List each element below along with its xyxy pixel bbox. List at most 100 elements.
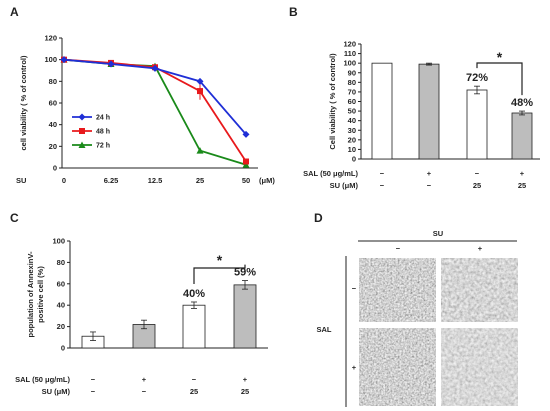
chart-a-line-48h [63, 58, 247, 162]
chart-b-y-tick-label: 90 [348, 68, 356, 77]
chart-a-legend-label: 48 h [96, 129, 110, 136]
chart-a-legend-marker [78, 113, 86, 121]
chart-b-y-title: Cell viability ( % of control) [328, 53, 337, 150]
chart-b-significance-star: * [497, 49, 503, 65]
chart-a-x-tick-label: 25 [196, 176, 204, 185]
chart-a-y-tick-label: 40 [49, 120, 57, 129]
chart-c-y-tick-label: 40 [57, 301, 65, 310]
chart-c-y-tick-label: 60 [57, 279, 65, 288]
chart-b-bar [371, 62, 393, 160]
chart-b-y-tick-label: 10 [348, 145, 356, 154]
chart-a-point [196, 77, 204, 85]
chart-b-bar [466, 89, 488, 160]
chart-a-legend-label: 72 h [96, 143, 110, 150]
chart-b-row-cell: − [380, 181, 385, 190]
chart-b-y-tick-label: 100 [343, 59, 356, 68]
chart-a-point [151, 64, 159, 72]
panel-d-col-sign-plus: + [478, 244, 483, 253]
chart-b-row-cell: 25 [473, 181, 481, 190]
chart-c-bar [233, 284, 257, 349]
chart-b-y-tick-label: 50 [348, 107, 356, 116]
chart-b-row-cell: − [380, 169, 385, 178]
chart-a: 0 20 40 60 80 100 120 cell viability ( % of con… [16, 34, 275, 186]
chart-c-y-tick-label: 0 [61, 344, 65, 353]
chart-a-y-tick-label: 120 [44, 34, 57, 43]
chart-c-y-tick-label: 100 [52, 237, 65, 246]
chart-c-y-tick-label: 80 [57, 258, 65, 267]
chart-c-significance-star: * [217, 252, 223, 268]
chart-a-point [60, 56, 68, 64]
chart-a-line-72h [63, 58, 247, 166]
chart-b-bar [418, 63, 440, 160]
chart-b-row-cell: − [475, 169, 480, 178]
chart-b-y-tick-label: 80 [348, 78, 356, 87]
chart-a-legend-marker [78, 141, 86, 148]
chart-b-row-cell: + [520, 169, 525, 178]
chart-c-row-label: SU (μM) [42, 387, 71, 396]
panel-d-sal-label: SAL [317, 325, 332, 334]
micrograph-sal-plus-su-plus [441, 328, 518, 406]
panel-d-su-label: SU [433, 229, 443, 238]
chart-c-row-cell: + [142, 375, 147, 384]
chart-a-x-tick-label: 50 [242, 176, 250, 185]
chart-c-y-title: population of AnnexinV- [26, 251, 35, 337]
chart-b-y-tick-label: 20 [348, 135, 356, 144]
chart-a-y-title: cell viability ( % of control) [19, 55, 28, 151]
chart-a-point [243, 158, 249, 165]
panel-letter-a: A [10, 5, 19, 19]
chart-a-point [107, 60, 115, 68]
chart-b-y-tick-label: 60 [348, 97, 356, 106]
chart-c-row-cell: 25 [190, 387, 198, 396]
chart-b-significance-bracket [476, 62, 523, 96]
chart-c-row-cell: + [243, 375, 248, 384]
chart-c-row-cell: − [91, 375, 96, 384]
chart-b-y-tick-label: 40 [348, 116, 356, 125]
panel-letter-b: B [289, 5, 298, 19]
chart-c-y-title: positive cell (%) [36, 266, 45, 323]
chart-b-bar [511, 112, 533, 160]
chart-a-x-tick-label: 12.5 [148, 176, 163, 185]
chart-b-y-tick-label: 0 [352, 155, 356, 164]
chart-a-point [196, 147, 204, 154]
chart-a-y-tick-label: 60 [49, 99, 57, 108]
chart-c-row-cell: − [91, 387, 96, 396]
chart-b-y-tick-label: 70 [348, 87, 356, 96]
micrograph-sal-minus-su-plus [441, 258, 518, 322]
chart-b-row-label: SAL (50 μg/mL) [303, 169, 358, 178]
chart-a-point [197, 88, 203, 95]
chart-c-row-label: SAL (50 μg/mL) [15, 375, 70, 384]
chart-a-x-unit: (μM) [259, 176, 275, 185]
chart-c: 0 20 40 60 80 100 population of AnnexinV-posit… [15, 237, 268, 396]
chart-c-y-tick-label: 20 [57, 322, 65, 331]
chart-a-y-tick-label: 100 [44, 55, 57, 64]
chart-a-y-tick-label: 80 [49, 77, 57, 86]
panel-d-micrographs: SU − + SAL − + [317, 229, 518, 407]
chart-b-value-label: 48% [511, 97, 533, 109]
chart-c-bar [182, 304, 206, 349]
chart-b-row-label: SU (μM) [330, 181, 359, 190]
chart-b-y-tick-label: 110 [344, 49, 356, 58]
chart-b-row-cell: 25 [518, 181, 526, 190]
chart-c-value-label: 59% [234, 267, 256, 279]
chart-c-value-label: 40% [183, 288, 205, 300]
chart-c-row-cell: − [192, 375, 197, 384]
chart-c-significance-bracket [193, 264, 246, 284]
chart-b-row-cell: − [427, 181, 432, 190]
chart-b-y-tick-label: 30 [348, 126, 356, 135]
chart-c-row-cell: 25 [241, 387, 249, 396]
panel-d-row-sign-minus: − [352, 284, 357, 293]
panel-d-col-sign-minus: − [396, 244, 401, 253]
chart-b-y-tick-label: 120 [343, 40, 356, 49]
chart-a-y-tick-label: 0 [53, 164, 57, 173]
chart-a-point [242, 130, 250, 138]
chart-a-y-tick-label: 20 [49, 142, 57, 151]
micrograph-sal-minus-su-minus [359, 258, 436, 322]
panel-d-row-sign-plus: + [352, 363, 357, 372]
chart-c-row-cell: − [142, 387, 147, 396]
chart-a-x-tick-label: 0 [62, 176, 66, 185]
panel-letter-d: D [314, 211, 323, 225]
chart-a-legend-label: 24 h [96, 115, 110, 122]
panel-letter-c: C [10, 211, 19, 225]
